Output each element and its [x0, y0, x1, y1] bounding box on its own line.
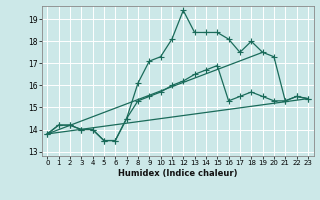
X-axis label: Humidex (Indice chaleur): Humidex (Indice chaleur) [118, 169, 237, 178]
